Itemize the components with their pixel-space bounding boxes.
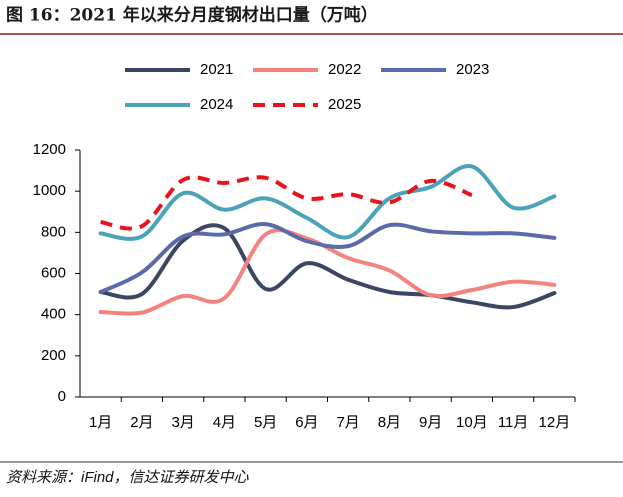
chart-title: 图 16：2021 年以来分月度钢材出口量（万吨） [6,5,378,26]
series-line [98,222,557,295]
series-line [98,164,557,241]
y-tick-label: 400 [41,306,66,323]
series-line [98,223,557,310]
x-tick-label: 3月 [171,414,194,431]
x-tick-label: 9月 [419,414,442,431]
y-tick-label: 1000 [33,182,66,199]
x-tick-label: 6月 [295,414,318,431]
x-tick-label: 4月 [213,414,236,431]
x-tick-label: 2月 [130,414,153,431]
y-tick-label: 800 [41,223,66,240]
x-tick-label: 11月 [498,414,529,431]
x-tick-label: 5月 [254,414,277,431]
source: 资料来源：iFind，信达证券研发中心 [6,469,250,486]
legend-label: 2023 [456,61,489,78]
x-tick-label: 10月 [456,414,488,431]
legend-label: 2021 [200,61,233,78]
legend-label: 2022 [328,61,361,78]
y-tick-label: 1200 [33,141,66,158]
legend-label: 2025 [328,96,361,113]
legend-label: 2024 [200,96,233,113]
x-tick-label: 12月 [539,414,571,431]
y-tick-label: 0 [58,388,66,405]
x-tick-label: 8月 [378,414,401,431]
series-line [100,175,473,231]
y-tick-label: 600 [41,264,66,281]
series-line [98,228,557,316]
x-tick-label: 1月 [89,414,112,431]
y-tick-label: 200 [41,347,66,364]
x-tick-label: 7月 [336,414,359,431]
